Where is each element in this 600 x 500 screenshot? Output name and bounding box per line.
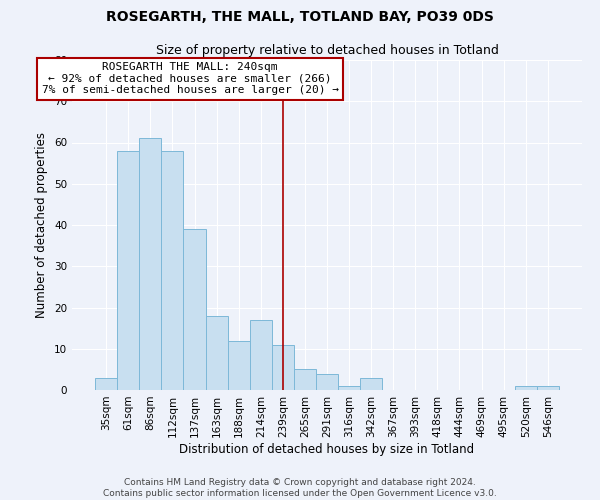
Bar [360, 378, 382, 390]
Bar [227, 340, 250, 390]
Bar [515, 386, 537, 390]
Text: Contains HM Land Registry data © Crown copyright and database right 2024.
Contai: Contains HM Land Registry data © Crown c… [103, 478, 497, 498]
Bar [139, 138, 161, 390]
Bar [95, 378, 117, 390]
Y-axis label: Number of detached properties: Number of detached properties [35, 132, 49, 318]
Bar [184, 229, 206, 390]
Bar [206, 316, 227, 390]
Bar [250, 320, 272, 390]
Bar [316, 374, 338, 390]
Bar [117, 151, 139, 390]
Text: ROSEGARTH THE MALL: 240sqm
← 92% of detached houses are smaller (266)
7% of semi: ROSEGARTH THE MALL: 240sqm ← 92% of deta… [41, 62, 338, 96]
Bar [338, 386, 360, 390]
Title: Size of property relative to detached houses in Totland: Size of property relative to detached ho… [155, 44, 499, 58]
Bar [272, 344, 294, 390]
Bar [161, 151, 184, 390]
Text: ROSEGARTH, THE MALL, TOTLAND BAY, PO39 0DS: ROSEGARTH, THE MALL, TOTLAND BAY, PO39 0… [106, 10, 494, 24]
Bar [537, 386, 559, 390]
X-axis label: Distribution of detached houses by size in Totland: Distribution of detached houses by size … [179, 442, 475, 456]
Bar [294, 370, 316, 390]
